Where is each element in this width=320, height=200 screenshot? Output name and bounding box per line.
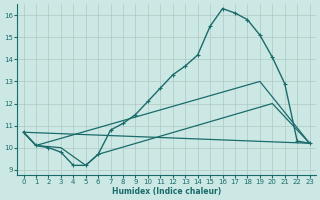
- X-axis label: Humidex (Indice chaleur): Humidex (Indice chaleur): [112, 187, 221, 196]
